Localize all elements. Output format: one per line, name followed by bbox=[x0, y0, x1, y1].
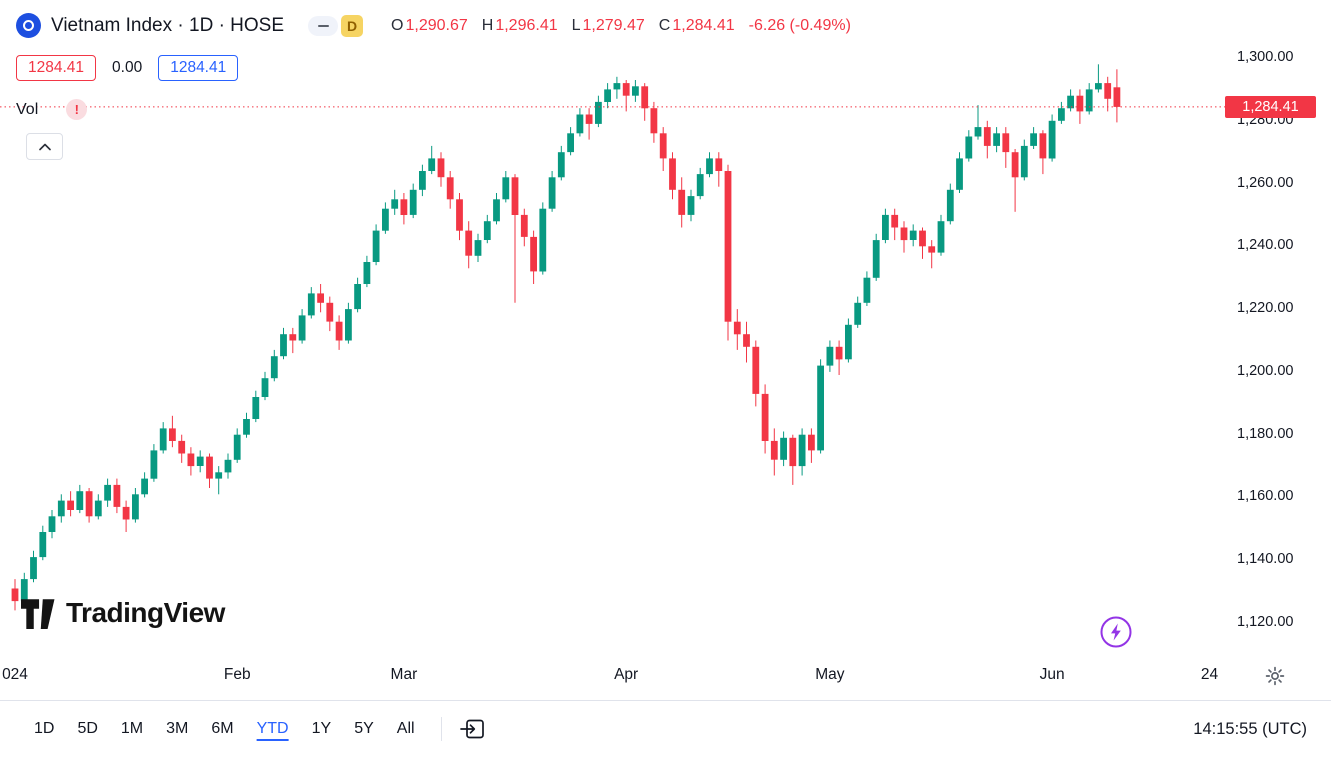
price-label-red-box: 1284.41 bbox=[16, 55, 97, 81]
volume-legend: Vol ! bbox=[16, 99, 88, 120]
bottom-toolbar: 1D 5D 1M 3M 6M YTD 1Y 5Y All 14:15:55 (UTC) bbox=[0, 700, 1331, 757]
flash-button[interactable] bbox=[1098, 614, 1134, 650]
range-button-6m[interactable]: 6M bbox=[201, 714, 243, 744]
time-axis-label: Mar bbox=[390, 666, 418, 683]
range-button-5y[interactable]: 5Y bbox=[344, 714, 384, 744]
minus-button[interactable] bbox=[308, 15, 339, 36]
chart-pane[interactable]: TradingView bbox=[0, 0, 1331, 700]
range-button-ytd[interactable]: YTD bbox=[247, 714, 299, 744]
time-axis-gear-button[interactable] bbox=[1262, 663, 1288, 689]
interval-d-button[interactable]: D bbox=[341, 14, 364, 37]
chevron-up-icon bbox=[38, 143, 51, 150]
toolbar-divider bbox=[440, 717, 442, 741]
low-label: L bbox=[571, 16, 581, 34]
date-range-buttons: 1D 5D 1M 3M 6M YTD 1Y 5Y All bbox=[24, 714, 428, 744]
candlestick-chart[interactable] bbox=[0, 0, 1331, 700]
lightning-bolt-icon bbox=[1100, 616, 1132, 648]
open-value: O 1,290.67 bbox=[391, 17, 468, 35]
ohlc-values: O 1,290.67 H 1,296.41 L 1,279.47 C 1,284.41 … bbox=[391, 17, 851, 35]
close-value: C 1,284.41 bbox=[659, 17, 735, 35]
time-axis-label: May bbox=[815, 666, 845, 683]
time-axis-label: 24 bbox=[1200, 666, 1219, 683]
price-axis-label: 1,220.00 bbox=[1237, 300, 1294, 317]
range-button-5d[interactable]: 5D bbox=[67, 714, 107, 744]
price-axis-label: 1,240.00 bbox=[1237, 237, 1294, 254]
symbol-title[interactable]: Vietnam Index · 1D · HOSE bbox=[51, 14, 285, 36]
warning-icon[interactable]: ! bbox=[66, 99, 88, 120]
change-zero-label: 0.00 bbox=[112, 59, 143, 76]
close-number: 1,284.41 bbox=[672, 16, 735, 34]
range-button-1m[interactable]: 1M bbox=[111, 714, 153, 744]
open-label: O bbox=[391, 16, 404, 34]
tradingview-logo-icon bbox=[21, 599, 55, 629]
clock-timezone[interactable]: 14:15:55 (UTC) bbox=[1193, 719, 1307, 738]
price-axis-label: 1,120.00 bbox=[1237, 614, 1294, 630]
price-axis-label: 1,300.00 bbox=[1237, 49, 1294, 65]
volume-label[interactable]: Vol bbox=[16, 100, 39, 118]
symbol-logo bbox=[16, 13, 41, 38]
price-axis-label: 1,160.00 bbox=[1237, 488, 1294, 505]
price-axis-label: 1,260.00 bbox=[1237, 174, 1294, 191]
open-number: 1,290.67 bbox=[405, 16, 468, 34]
symbol-logo-ring-icon bbox=[23, 20, 34, 31]
price-label-blue-box: 1284.41 bbox=[158, 55, 239, 81]
low-number: 1,279.47 bbox=[582, 16, 645, 34]
price-axis-label: 1,200.00 bbox=[1237, 362, 1294, 379]
time-axis-label: Jun bbox=[1039, 666, 1065, 683]
range-button-3m[interactable]: 3M bbox=[156, 714, 198, 744]
legend-quick-actions: D bbox=[308, 14, 364, 37]
price-axis[interactable]: 1,284.41 1,300.00 1,280.00 1,260.00 1,240.0… bbox=[1225, 0, 1331, 700]
time-axis-label: Apr bbox=[614, 666, 639, 683]
range-button-1y[interactable]: 1Y bbox=[302, 714, 342, 744]
gear-icon bbox=[1265, 666, 1285, 686]
go-to-date-button[interactable] bbox=[455, 713, 490, 745]
range-button-all[interactable]: All bbox=[387, 714, 425, 744]
price-axis-label: 1,140.00 bbox=[1237, 551, 1294, 568]
high-label: H bbox=[481, 16, 494, 34]
close-label: C bbox=[658, 16, 671, 34]
high-number: 1,296.41 bbox=[495, 16, 558, 34]
tradingview-watermark-text: TradingView bbox=[66, 597, 225, 628]
change-value: -6.26 (-0.49%) bbox=[748, 16, 851, 34]
range-button-1d[interactable]: 1D bbox=[24, 714, 64, 744]
high-value: H 1,296.41 bbox=[482, 17, 558, 35]
time-axis[interactable]: 024 Feb Mar Apr May Jun 24 bbox=[0, 660, 1225, 700]
price-axis-label: 1,180.00 bbox=[1237, 425, 1294, 442]
price-labels-row: 1284.41 0.00 1284.41 bbox=[16, 55, 239, 81]
tradingview-watermark: TradingView bbox=[20, 596, 225, 630]
time-axis-label: 024 bbox=[2, 666, 28, 683]
time-axis-label: Feb bbox=[223, 666, 251, 683]
last-price-badge: 1,284.41 bbox=[1225, 95, 1316, 118]
go-to-date-icon bbox=[459, 719, 484, 739]
low-value: L 1,279.47 bbox=[572, 17, 645, 35]
minus-icon bbox=[317, 24, 329, 27]
collapse-pane-button[interactable] bbox=[26, 133, 63, 160]
